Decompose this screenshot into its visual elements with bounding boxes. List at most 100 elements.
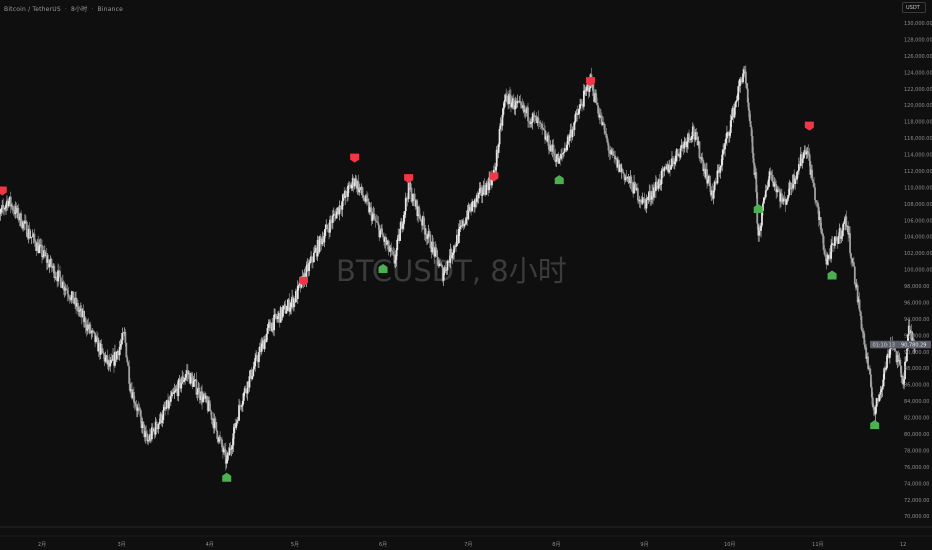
sell-signal-marker[interactable] — [804, 121, 814, 131]
candle — [873, 410, 876, 415]
candle — [192, 381, 195, 387]
candle — [348, 184, 350, 186]
sell-signal-marker[interactable] — [404, 174, 414, 184]
candle — [859, 310, 862, 316]
candle — [168, 400, 170, 409]
candle — [215, 422, 218, 431]
buy-signal-marker[interactable] — [222, 472, 232, 482]
price-axis[interactable]: 130,000.00 128,000.00 126,000.00 124,000.00… — [904, 21, 932, 520]
candle — [138, 408, 141, 410]
interval-label[interactable]: 8小时 — [70, 6, 88, 13]
candle — [526, 107, 528, 114]
candle — [330, 219, 332, 222]
candle — [593, 96, 596, 102]
candle — [466, 216, 469, 220]
candle — [57, 270, 60, 282]
candle — [568, 134, 571, 142]
candle — [104, 357, 107, 362]
candle — [360, 186, 363, 190]
candle — [119, 343, 122, 347]
buy-signal-marker[interactable] — [870, 420, 880, 430]
buy-signal-marker[interactable] — [554, 175, 564, 185]
candle — [776, 188, 779, 193]
candle — [55, 276, 58, 278]
signal-markers — [0, 77, 880, 482]
sell-signal-marker[interactable] — [298, 276, 308, 286]
candle — [877, 399, 880, 402]
candle — [702, 160, 705, 172]
candle — [737, 86, 740, 100]
price-tick: 76,000.00 — [904, 465, 929, 471]
candle — [238, 404, 240, 421]
candle — [522, 105, 525, 109]
price-tick: 122,000.00 — [904, 87, 932, 93]
candle — [829, 255, 832, 259]
candle — [10, 205, 13, 207]
candle — [716, 170, 719, 184]
sell-signal-marker[interactable] — [489, 172, 499, 182]
candle — [609, 152, 612, 155]
candle — [92, 330, 95, 332]
candle — [706, 169, 708, 184]
candle — [710, 190, 713, 196]
candle — [901, 376, 904, 378]
candle — [161, 420, 164, 423]
candle — [272, 322, 275, 331]
candle — [744, 71, 747, 84]
buy-signal-marker[interactable] — [753, 203, 763, 213]
candle — [63, 289, 66, 291]
buy-signal-marker[interactable] — [827, 270, 837, 280]
candle — [677, 154, 680, 156]
candle — [762, 197, 765, 204]
candle — [673, 162, 676, 165]
candle — [675, 149, 678, 156]
symbol-title[interactable]: Bitcoin / TetherUS · 8小时 · Binance — [4, 6, 123, 13]
candle — [51, 267, 54, 269]
candle — [222, 448, 225, 453]
sell-signal-marker[interactable] — [0, 186, 7, 196]
candle — [798, 164, 800, 171]
price-tick: 110,000.00 — [904, 185, 932, 191]
candle — [720, 165, 723, 168]
sell-signal-marker[interactable] — [586, 77, 596, 87]
time-tick: 8月 — [552, 542, 560, 548]
candle — [168, 400, 171, 402]
candle — [846, 225, 849, 227]
candle — [106, 355, 109, 365]
candle — [301, 276, 304, 277]
candle — [93, 331, 96, 333]
candle — [127, 362, 130, 367]
candle — [549, 145, 552, 152]
candle — [642, 197, 645, 199]
candle — [805, 152, 808, 155]
candle — [428, 231, 431, 235]
candle — [680, 144, 683, 149]
candle — [740, 79, 743, 81]
candle — [848, 233, 851, 235]
candle — [409, 187, 412, 189]
candle — [876, 397, 879, 400]
candle — [297, 284, 300, 286]
candle — [816, 202, 819, 207]
candle — [540, 123, 543, 125]
candle — [701, 157, 704, 161]
candle — [648, 191, 651, 197]
candle — [53, 265, 56, 278]
candle — [463, 224, 466, 227]
symbol-name: Bitcoin / TetherUS — [4, 6, 61, 13]
candle — [376, 221, 379, 223]
candle — [266, 328, 269, 335]
candle — [79, 308, 82, 311]
buy-signal-marker[interactable] — [378, 263, 388, 273]
candle — [497, 144, 500, 153]
sell-signal-marker[interactable] — [350, 153, 360, 163]
candle — [136, 407, 139, 411]
price-tick: 92,000.00 — [904, 333, 929, 339]
currency-button[interactable]: USDT — [902, 2, 926, 13]
candle — [745, 83, 748, 89]
time-axis[interactable]: 2月 3月 4月 5月 6月 7月 8月 9月 10月 11月 12 — [38, 542, 906, 548]
candle — [664, 167, 667, 168]
candle — [311, 256, 313, 262]
candle — [504, 94, 507, 102]
